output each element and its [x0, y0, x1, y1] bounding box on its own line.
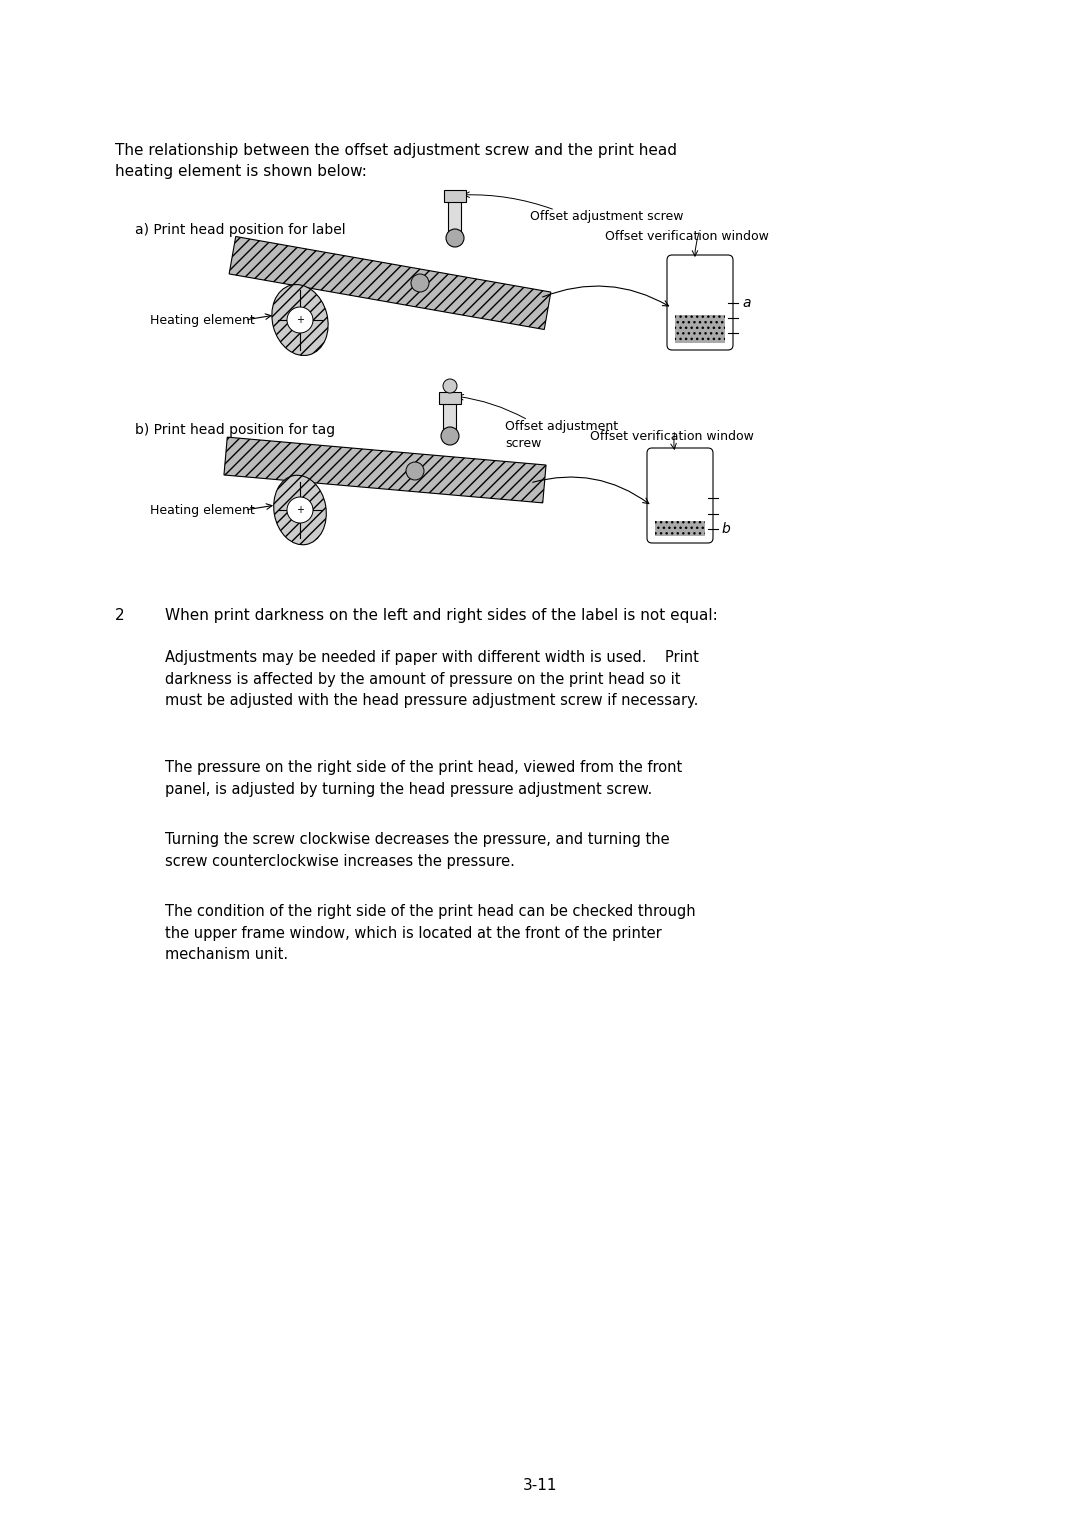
Circle shape [441, 426, 459, 445]
Text: Turning the screw clockwise decreases the pressure, and turning the
screw counte: Turning the screw clockwise decreases th… [165, 833, 670, 868]
Text: b: b [723, 523, 731, 536]
Bar [444, 189, 465, 202]
Bar [229, 237, 551, 330]
Bar [448, 196, 461, 240]
Circle shape [411, 274, 429, 292]
Text: The relationship between the offset adjustment screw and the print head
heating : The relationship between the offset adju… [114, 144, 677, 179]
Text: The pressure on the right side of the print head, viewed from the front
panel, i: The pressure on the right side of the pr… [165, 759, 683, 796]
Text: Heating element: Heating element [150, 504, 255, 516]
FancyBboxPatch shape [667, 255, 733, 350]
Text: Offset adjustment screw: Offset adjustment screw [530, 209, 684, 223]
Text: Offset verification window: Offset verification window [590, 429, 754, 443]
Text: a) Print head position for label: a) Print head position for label [135, 223, 346, 237]
Circle shape [287, 307, 313, 333]
Text: +: + [296, 315, 303, 325]
Circle shape [446, 229, 464, 248]
Text: Adjustments may be needed if paper with different width is used.    Print
darkne: Adjustments may be needed if paper with … [165, 649, 699, 707]
Ellipse shape [273, 475, 326, 545]
Circle shape [406, 461, 424, 480]
FancyBboxPatch shape [647, 448, 713, 542]
Bar [444, 396, 457, 439]
Text: When print darkness on the left and right sides of the label is not equal:: When print darkness on the left and righ… [165, 608, 718, 623]
Text: a: a [742, 296, 751, 310]
Bar [438, 393, 461, 403]
Circle shape [443, 379, 457, 393]
Text: +: + [296, 504, 303, 515]
Text: Heating element: Heating element [150, 313, 255, 327]
Text: b) Print head position for tag: b) Print head position for tag [135, 423, 335, 437]
Bar [675, 315, 725, 342]
Text: Offset adjustment
screw: Offset adjustment screw [505, 420, 618, 451]
Text: The condition of the right side of the print head can be checked through
the upp: The condition of the right side of the p… [165, 905, 696, 963]
Bar [654, 521, 705, 536]
Ellipse shape [272, 284, 328, 356]
Text: 3-11: 3-11 [523, 1478, 557, 1493]
Text: Offset verification window: Offset verification window [605, 231, 769, 243]
Text: 2: 2 [114, 608, 124, 623]
Bar [224, 437, 546, 503]
Circle shape [287, 497, 313, 523]
